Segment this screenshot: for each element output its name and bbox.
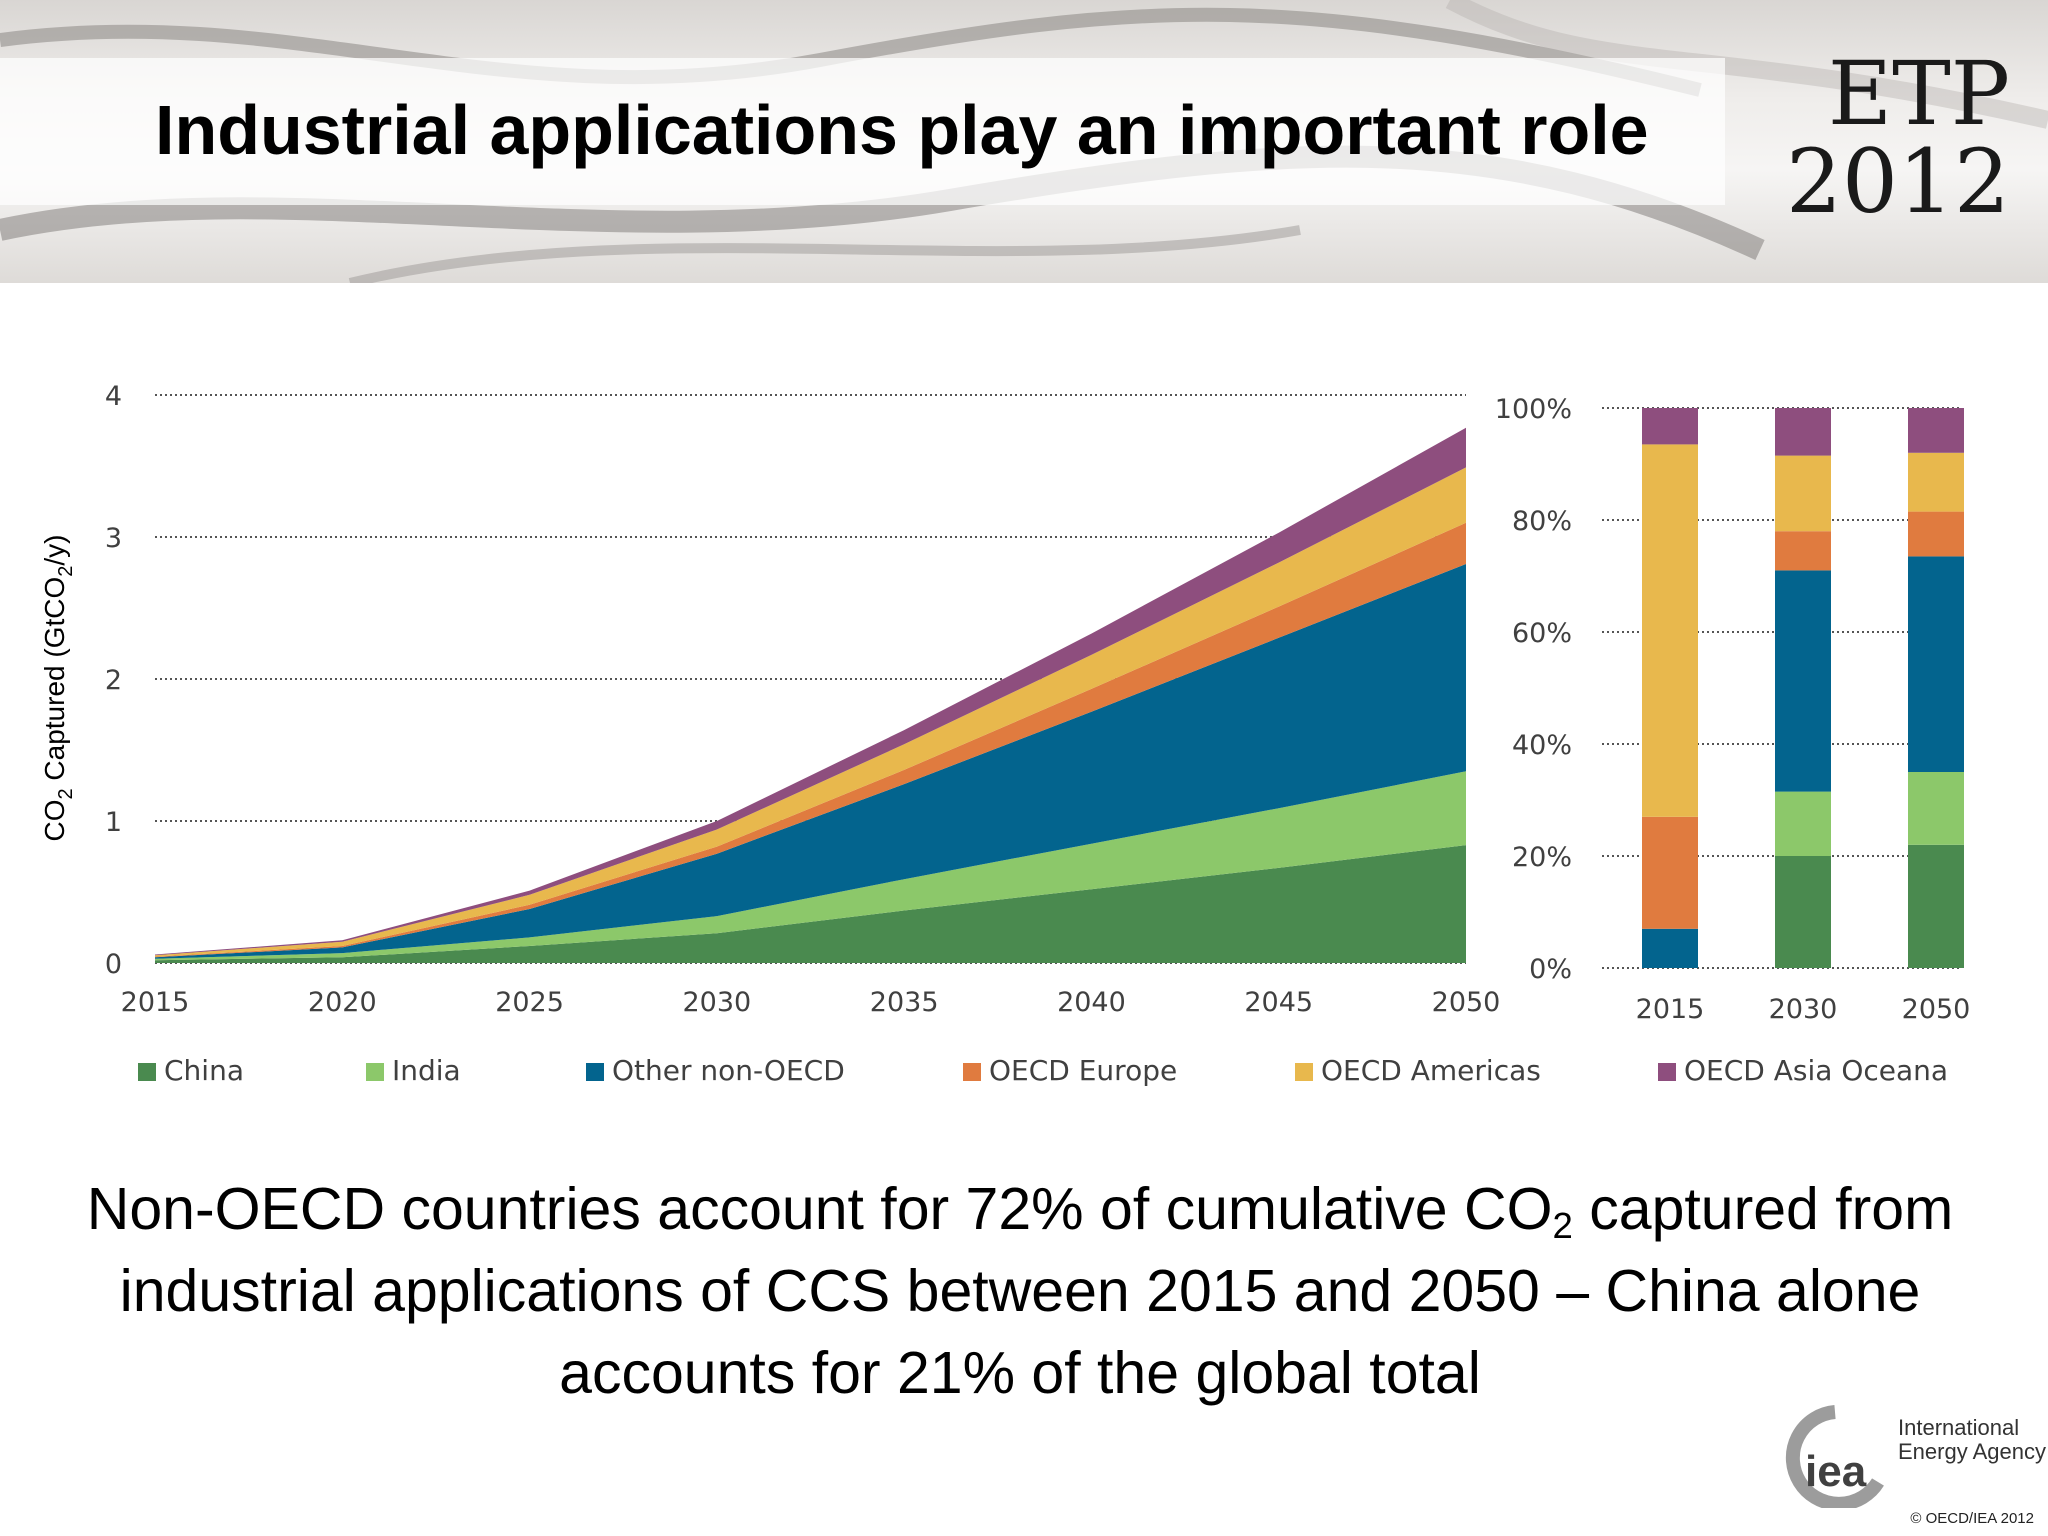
bar-y-tick-0: 0% [1529, 954, 1572, 985]
bar-2050-oecd-americas [1908, 452, 1964, 512]
bar-2050-india [1908, 772, 1964, 845]
etp-2012-logo: ETP 2012 [1760, 50, 2010, 226]
area-x-tick-2030: 2030 [682, 987, 751, 1018]
bar-x-tick-2050: 2050 [1902, 994, 1971, 1025]
area-y-tick-0: 0 [105, 949, 122, 980]
legend-label-oecd-americas: OECD Americas [1321, 1054, 1541, 1087]
bar-y-tick-40: 40% [1512, 730, 1572, 761]
legend-swatch-india [366, 1063, 384, 1081]
bar-y-tick-80: 80% [1512, 506, 1572, 537]
area-series-india [155, 771, 1466, 961]
copyright-notice: © OECD/IEA 2012 [1910, 1510, 2034, 1527]
area-y-tick-2: 2 [105, 665, 122, 696]
legend-swatch-oecd-asia-oceana [1658, 1063, 1676, 1081]
iea-name-line2: Energy Agency [1898, 1439, 2046, 1464]
bar-2050-china [1908, 844, 1964, 968]
iea-name-line1: International [1898, 1415, 2020, 1440]
bar-2030-china [1775, 856, 1831, 968]
slide-caption: Non-OECD countries account for 72% of cu… [86, 1176, 1954, 1406]
area-x-tick-2035: 2035 [870, 987, 939, 1018]
bar-2030-india [1775, 791, 1831, 856]
legend-label-india: India [392, 1054, 461, 1087]
bar-2015-oecd-asia-oceana [1642, 408, 1698, 445]
etp-logo-line2: 2012 [1786, 130, 2010, 233]
iea-logo-arc [1785, 1405, 1884, 1508]
legend-swatch-other-non-oecd [586, 1063, 604, 1081]
bar-x-tick-2015: 2015 [1636, 994, 1705, 1025]
legend: China India Other non-OECD OECD Europe OECD … [138, 1054, 1948, 1087]
bar-y-tick-20: 20% [1512, 842, 1572, 873]
iea-logo: iea [1785, 1405, 1884, 1508]
bar-2050-oecd-europe [1908, 511, 1964, 557]
stacked-percent-bar-chart: 0% 20% 40% 60% 80% 100% 2015 2030 2050 [1495, 394, 1971, 1025]
legend-label-china: China [164, 1054, 244, 1087]
bar-x-tick-2030: 2030 [1769, 994, 1838, 1025]
legend-swatch-oecd-americas [1295, 1063, 1313, 1081]
bar-chart-series [1642, 408, 1964, 968]
area-chart-x-ticks: 2015 2020 2025 2030 2035 2040 2045 2050 [121, 987, 1501, 1018]
area-series-china [155, 845, 1466, 963]
bar-y-tick-60: 60% [1512, 618, 1572, 649]
bar-2015-other-non-oecd [1642, 928, 1698, 968]
bar-2030-oecd-europe [1775, 531, 1831, 571]
area-x-tick-2050: 2050 [1432, 987, 1501, 1018]
legend-swatch-china [138, 1063, 156, 1081]
area-chart-series [155, 427, 1466, 963]
iea-name: International Energy Agency [1898, 1416, 2048, 1464]
iea-logo-mark: iea [1805, 1447, 1867, 1496]
bar-2030-oecd-asia-oceana [1775, 408, 1831, 456]
area-y-tick-4: 4 [105, 381, 122, 412]
bar-chart-y-ticks: 0% 20% 40% 60% 80% 100% [1495, 394, 1572, 985]
area-series-other-non-oecd [155, 564, 1466, 959]
bar-2015-oecd-europe [1642, 816, 1698, 929]
stacked-area-chart: 0 1 2 3 4 2015 2020 2025 2030 2035 2040 2045 2050 C… [39, 381, 1500, 1018]
area-y-tick-3: 3 [105, 523, 122, 554]
title-panel [0, 58, 1725, 205]
bar-2050-oecd-asia-oceana [1908, 408, 1964, 453]
slide-title: Industrial applications play an importan… [155, 91, 1649, 169]
area-x-tick-2020: 2020 [308, 987, 377, 1018]
header-band [0, 0, 2048, 283]
area-x-tick-2015: 2015 [121, 987, 190, 1018]
bar-2030-other-non-oecd [1775, 570, 1831, 792]
legend-label-oecd-europe: OECD Europe [989, 1054, 1177, 1087]
bar-2030-oecd-americas [1775, 455, 1831, 532]
area-chart-y-ticks: 0 1 2 3 4 [105, 381, 122, 980]
chart-area: 0 1 2 3 4 2015 2020 2025 2030 2035 2040 2045 2050 C… [39, 381, 1971, 1087]
area-x-tick-2025: 2025 [495, 987, 564, 1018]
area-x-tick-2045: 2045 [1244, 987, 1313, 1018]
bar-2050-other-non-oecd [1908, 556, 1964, 772]
legend-swatch-oecd-europe [963, 1063, 981, 1081]
bar-chart-x-ticks: 2015 2030 2050 [1636, 994, 1971, 1025]
area-chart-y-axis-label: CO2 Captured (GtCO2/y) [39, 535, 77, 842]
area-y-tick-1: 1 [105, 807, 122, 838]
legend-label-oecd-asia-oceana: OECD Asia Oceana [1684, 1054, 1948, 1087]
bar-y-tick-100: 100% [1495, 394, 1572, 425]
area-x-tick-2040: 2040 [1057, 987, 1126, 1018]
legend-label-other-non-oecd: Other non-OECD [612, 1054, 845, 1087]
etp-logo-line1: ETP [1827, 42, 2010, 145]
bar-2015-oecd-americas [1642, 444, 1698, 817]
